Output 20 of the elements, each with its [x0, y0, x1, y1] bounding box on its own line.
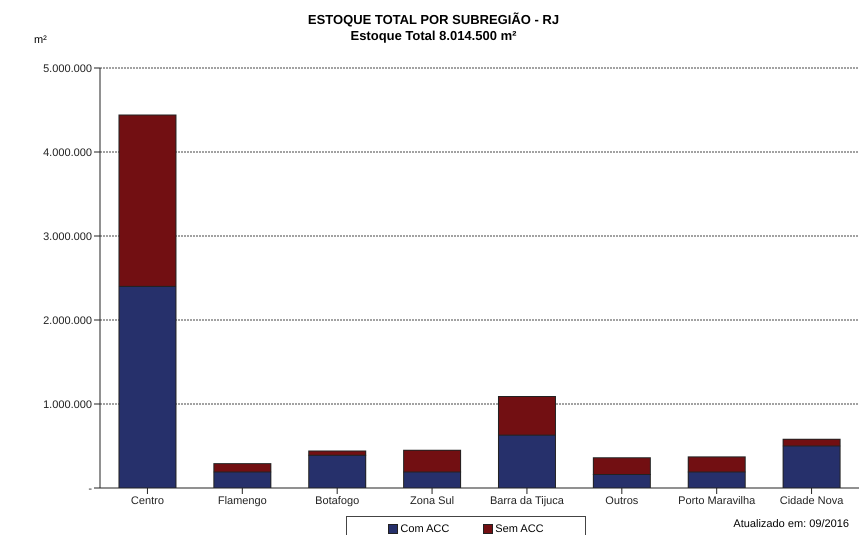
chart-subtitle: Estoque Total 8.014.500 m²	[350, 28, 516, 43]
x-tick-label: Outros	[605, 494, 639, 507]
y-tick-label: 5.000.000	[43, 62, 92, 75]
x-tick-label: Porto Maravilha	[678, 494, 756, 507]
text: Atualizado em: 09/2016	[733, 518, 849, 530]
chart-title: ESTOQUE TOTAL POR SUBREGIÃO - RJ	[306, 12, 560, 27]
y-tick-label: 2.000.000	[43, 314, 92, 327]
y-tick-label: 4.000.000	[43, 146, 92, 159]
x-tick-label: Botafogo	[315, 494, 360, 507]
legend-label: Com ACC	[399, 523, 450, 535]
x-tick-label: Barra da Tijuca	[490, 494, 565, 507]
legend-label: Sem ACC	[494, 523, 544, 535]
y-tick-label: 3.000.000	[43, 230, 92, 243]
x-tick-label: Zona Sul	[410, 494, 454, 507]
y-axis-title: m²	[34, 34, 47, 46]
y-tick-label: 1.000.000	[43, 398, 92, 411]
x-tick-label: Centro	[130, 494, 164, 507]
x-tick-label: Cidade Nova	[780, 494, 844, 507]
y-tick-label: -	[88, 482, 92, 495]
x-tick-label: Flamengo	[218, 494, 267, 507]
